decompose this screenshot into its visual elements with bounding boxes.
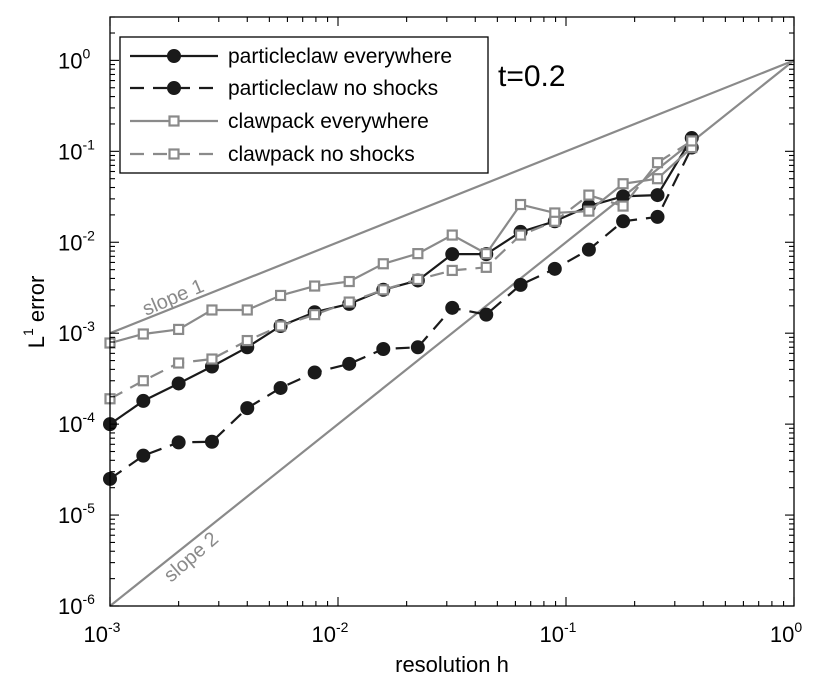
data-point bbox=[171, 435, 186, 450]
y-tick-label: 10-4 bbox=[58, 409, 95, 437]
data-point bbox=[480, 261, 492, 273]
data-point bbox=[650, 188, 665, 203]
data-point bbox=[446, 264, 458, 277]
data-point bbox=[480, 248, 492, 260]
data-point bbox=[445, 247, 460, 262]
data-point bbox=[173, 323, 185, 336]
legend-label: clawpack everywhere bbox=[228, 110, 429, 133]
x-tick-label: 10-1 bbox=[540, 619, 577, 647]
legend-marker bbox=[168, 115, 180, 127]
data-point bbox=[240, 401, 255, 416]
series-particleclaw-no-shocks bbox=[103, 140, 699, 486]
x-tick-label: 10-3 bbox=[84, 619, 121, 647]
legend-box bbox=[119, 36, 489, 174]
data-point bbox=[514, 198, 527, 211]
y-axis-title-sup: 1 bbox=[20, 328, 36, 336]
data-point bbox=[651, 157, 664, 169]
series-layer bbox=[103, 131, 699, 486]
data-point bbox=[136, 448, 151, 463]
data-point bbox=[616, 214, 631, 229]
data-point bbox=[479, 307, 494, 322]
legend-label: particleclaw everywhere bbox=[228, 45, 452, 68]
axis-tick-labels: 10-3 10-2 10-1 100 10-6 10-5 10-4 10-3 10-2 10-1 1… bbox=[58, 45, 802, 647]
data-point bbox=[513, 277, 528, 292]
legend-item-clawpack-everywhere: clawpack everywhere bbox=[130, 110, 429, 133]
y-axis-title-rest: error bbox=[24, 276, 49, 329]
reference-line-slope-2 bbox=[109, 59, 795, 607]
reference-lines bbox=[109, 59, 795, 607]
data-point bbox=[206, 304, 218, 316]
data-point bbox=[273, 380, 288, 395]
data-point bbox=[309, 280, 321, 292]
data-point bbox=[274, 289, 287, 302]
x-tick-label: 10-2 bbox=[312, 619, 349, 647]
legend-label: clawpack no shocks bbox=[228, 143, 415, 166]
data-point bbox=[343, 296, 355, 308]
data-point bbox=[686, 135, 698, 147]
data-point bbox=[549, 215, 561, 227]
reference-line-slope-1 bbox=[109, 59, 795, 335]
data-point bbox=[583, 189, 595, 201]
data-point bbox=[309, 309, 321, 321]
data-point bbox=[307, 365, 322, 380]
y-tick-label: 10-6 bbox=[58, 591, 95, 619]
data-point bbox=[342, 356, 357, 371]
plot-frame bbox=[109, 16, 795, 607]
data-point bbox=[343, 275, 355, 288]
data-point bbox=[274, 320, 287, 332]
data-point bbox=[547, 261, 562, 276]
data-point bbox=[377, 258, 389, 270]
data-point bbox=[173, 357, 185, 369]
y-tick-label: 10-5 bbox=[58, 500, 95, 528]
data-point bbox=[514, 229, 527, 241]
data-point bbox=[581, 242, 596, 257]
data-point bbox=[376, 342, 391, 357]
legend-marker bbox=[168, 148, 180, 160]
legend-item-particleclaw-no-shocks: particleclaw no shocks bbox=[130, 77, 438, 100]
data-point bbox=[617, 200, 629, 212]
data-point bbox=[412, 273, 424, 286]
series-clawpack-everywhere bbox=[104, 141, 698, 349]
data-point bbox=[241, 304, 253, 316]
data-point bbox=[412, 248, 424, 260]
data-point bbox=[171, 376, 186, 391]
x-axis-title: resolution h bbox=[395, 652, 509, 677]
data-point bbox=[446, 229, 458, 241]
legend-marker bbox=[167, 81, 181, 95]
data-point bbox=[204, 434, 219, 449]
y-tick-label: 10-2 bbox=[58, 227, 95, 255]
data-point bbox=[377, 284, 389, 296]
y-axis-title: L1 error bbox=[20, 276, 49, 349]
data-point bbox=[206, 353, 218, 365]
legend-label: particleclaw no shocks bbox=[228, 77, 438, 100]
data-point bbox=[241, 334, 253, 347]
data-point bbox=[136, 393, 151, 408]
data-point bbox=[651, 173, 664, 185]
y-tick-label: 10-3 bbox=[58, 318, 95, 346]
data-point bbox=[137, 328, 149, 340]
x-tick-label: 100 bbox=[770, 619, 802, 647]
series-line-particleclaw-no-shocks bbox=[109, 147, 693, 480]
y-tick-label: 10-1 bbox=[58, 136, 95, 164]
legend: particleclaw everywhere particleclaw no s… bbox=[119, 36, 489, 174]
data-point bbox=[410, 340, 425, 355]
legend-marker bbox=[167, 49, 181, 63]
y-axis-title-main: L bbox=[24, 336, 49, 348]
time-annotation: t=0.2 bbox=[498, 60, 566, 93]
data-point bbox=[650, 209, 665, 224]
legend-item-clawpack-no-shocks: clawpack no shocks bbox=[130, 143, 415, 166]
legend-item-particleclaw-everywhere: particleclaw everywhere bbox=[130, 45, 452, 68]
data-point bbox=[583, 205, 595, 217]
y-tick-label: 100 bbox=[58, 45, 90, 73]
axis-ticks bbox=[109, 16, 795, 607]
data-point bbox=[445, 300, 460, 315]
data-point bbox=[617, 178, 629, 190]
data-point bbox=[137, 375, 149, 387]
